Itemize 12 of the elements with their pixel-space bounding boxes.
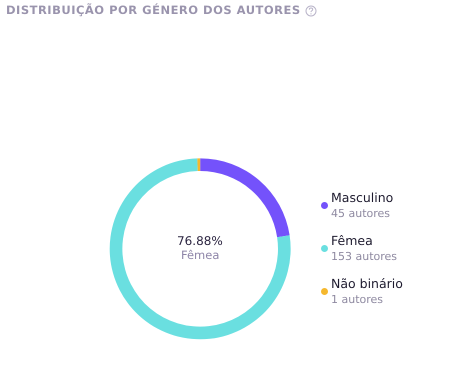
legend-label: Fêmea <box>331 233 374 248</box>
legend-label: Masculino <box>331 190 394 205</box>
data-label: 45 autores <box>331 207 392 220</box>
donut-slice <box>110 158 291 340</box>
text: Fêmea <box>181 248 220 262</box>
data-label: 153 autores <box>331 250 398 263</box>
donut-slice <box>200 158 290 238</box>
legend-label: Não binário <box>331 276 403 291</box>
chart-title: DISTRIBUIÇÃO POR GÉNERO DOS AUTORES <box>6 3 302 17</box>
donut-slice <box>197 158 200 172</box>
data-label: 1 autores <box>331 293 384 306</box>
text: 76.88% <box>177 234 223 248</box>
